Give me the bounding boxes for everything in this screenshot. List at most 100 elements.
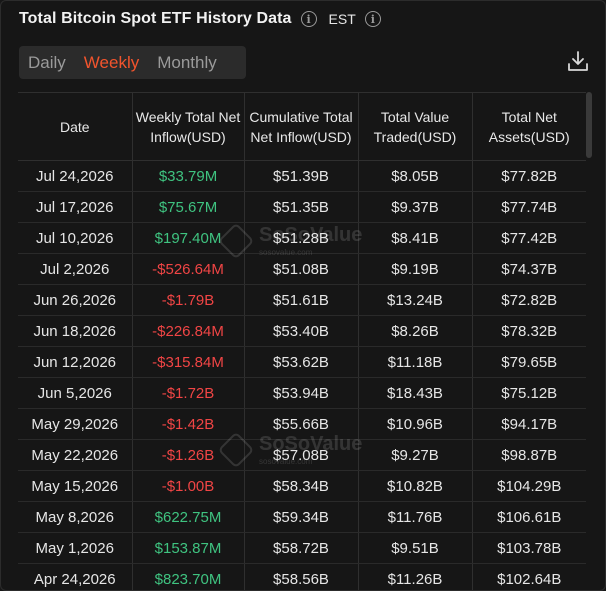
table-row[interactable]: Jun 26,2026 -$1.79B $51.61B $13.24B $72.82B [18,284,586,316]
cell-cumulative-inflow: $58.56B [243,563,358,590]
table-body: Jul 24,2026 $33.79M $51.39B $8.05B $77.82B Ju… [18,160,586,590]
download-icon[interactable] [566,49,590,73]
cell-weekly-inflow: $75.67M [131,191,244,223]
cell-value-traded: $11.26B [357,563,472,590]
cell-date: Jun 26,2026 [18,284,132,316]
cell-net-assets: $106.61B [471,501,586,533]
cell-value-traded: $11.76B [357,501,472,533]
cell-value-traded: $9.27B [357,439,472,471]
column-header-cumulative-inflow[interactable]: Cumulative Total Net Inflow(USD) [243,92,358,161]
cell-weekly-inflow: $153.87M [131,532,244,564]
cell-weekly-inflow: $197.40M [131,222,244,254]
timezone-label: EST [328,11,356,27]
cell-cumulative-inflow: $53.94B [243,377,358,409]
cell-net-assets: $74.37B [471,253,586,285]
period-tabs: Daily Weekly Monthly [19,46,246,79]
cell-date: May 8,2026 [18,501,132,533]
cell-date: May 1,2026 [18,532,132,564]
cell-net-assets: $79.65B [471,346,586,378]
table-header-row: Date Weekly Total Net Inflow(USD) Cumula… [18,92,586,161]
table-row[interactable]: Jul 10,2026 $197.40M $51.28B $8.41B $77.42B [18,222,586,254]
cell-cumulative-inflow: $55.66B [243,408,358,440]
cell-net-assets: $78.32B [471,315,586,347]
cell-weekly-inflow: $622.75M [131,501,244,533]
cell-date: May 22,2026 [18,439,132,471]
cell-weekly-inflow: -$1.72B [131,377,244,409]
cell-date: May 29,2026 [18,408,132,440]
cell-date: Jul 17,2026 [18,191,132,223]
table-row[interactable]: May 15,2026 -$1.00B $58.34B $10.82B $104.29B [18,470,586,502]
cell-value-traded: $10.96B [357,408,472,440]
cell-weekly-inflow: -$1.79B [131,284,244,316]
cell-net-assets: $98.87B [471,439,586,471]
cell-net-assets: $72.82B [471,284,586,316]
cell-cumulative-inflow: $59.34B [243,501,358,533]
timezone-info-icon[interactable]: i [364,11,381,27]
cell-weekly-inflow: -$226.84M [131,315,244,347]
table-row[interactable]: Jul 24,2026 $33.79M $51.39B $8.05B $77.82B [18,160,586,192]
cell-net-assets: $102.64B [471,563,586,590]
cell-weekly-inflow: -$1.00B [131,470,244,502]
table-row[interactable]: Apr 24,2026 $823.70M $58.56B $11.26B $102.64… [18,563,586,590]
table-row[interactable]: May 1,2026 $153.87M $58.72B $9.51B $103.78B [18,532,586,564]
cell-value-traded: $9.37B [357,191,472,223]
table-row[interactable]: Jul 2,2026 -$526.64M $51.08B $9.19B $74.37B [18,253,586,285]
cell-value-traded: $8.05B [357,160,472,192]
tab-daily[interactable]: Daily [28,52,66,72]
cell-value-traded: $18.43B [357,377,472,409]
cell-net-assets: $77.74B [471,191,586,223]
cell-cumulative-inflow: $53.40B [243,315,358,347]
cell-date: Jun 12,2026 [18,346,132,378]
tab-monthly[interactable]: Monthly [157,52,217,72]
cell-net-assets: $77.42B [471,222,586,254]
table-row[interactable]: May 22,2026 -$1.26B $57.08B $9.27B $98.87B [18,439,586,471]
cell-net-assets: $103.78B [471,532,586,564]
cell-net-assets: $77.82B [471,160,586,192]
cell-weekly-inflow: $33.79M [131,160,244,192]
panel-header: Total Bitcoin Spot ETF History Data i ES… [19,8,381,30]
cell-value-traded: $9.51B [357,532,472,564]
cell-cumulative-inflow: $57.08B [243,439,358,471]
cell-cumulative-inflow: $51.39B [243,160,358,192]
table-row[interactable]: Jun 5,2026 -$1.72B $53.94B $18.43B $75.12B [18,377,586,409]
table-row[interactable]: Jul 17,2026 $75.67M $51.35B $9.37B $77.74B [18,191,586,223]
cell-value-traded: $13.24B [357,284,472,316]
column-header-weekly-inflow[interactable]: Weekly Total Net Inflow(USD) [131,92,244,161]
column-header-value-traded[interactable]: Total Value Traded(USD) [357,92,472,161]
cell-cumulative-inflow: $58.34B [243,470,358,502]
cell-date: Jul 24,2026 [18,160,132,192]
cell-date: May 15,2026 [18,470,132,502]
cell-cumulative-inflow: $51.28B [243,222,358,254]
cell-net-assets: $75.12B [471,377,586,409]
cell-value-traded: $8.41B [357,222,472,254]
table-row[interactable]: Jun 18,2026 -$226.84M $53.40B $8.26B $78.32B [18,315,586,347]
cell-weekly-inflow: $823.70M [131,563,244,590]
info-icon[interactable]: i [300,11,317,27]
cell-date: Jun 18,2026 [18,315,132,347]
cell-date: Apr 24,2026 [18,563,132,590]
tab-weekly[interactable]: Weekly [83,52,140,72]
cell-value-traded: $9.19B [357,253,472,285]
cell-weekly-inflow: -$1.26B [131,439,244,471]
cell-value-traded: $10.82B [357,470,472,502]
cell-date: Jun 5,2026 [18,377,132,409]
table-row[interactable]: Jun 12,2026 -$315.84M $53.62B $11.18B $79.65… [18,346,586,378]
cell-cumulative-inflow: $53.62B [243,346,358,378]
cell-value-traded: $8.26B [357,315,472,347]
column-header-date[interactable]: Date [18,92,132,161]
cell-cumulative-inflow: $51.35B [243,191,358,223]
cell-value-traded: $11.18B [357,346,472,378]
cell-date: Jul 10,2026 [18,222,132,254]
table-row[interactable]: May 29,2026 -$1.42B $55.66B $10.96B $94.17B [18,408,586,440]
scrollbar-thumb[interactable] [586,92,592,158]
cell-cumulative-inflow: $51.61B [243,284,358,316]
history-table: Date Weekly Total Net Inflow(USD) Cumula… [18,92,586,590]
cell-cumulative-inflow: $58.72B [243,532,358,564]
cell-weekly-inflow: -$1.42B [131,408,244,440]
column-header-net-assets[interactable]: Total Net Assets(USD) [471,92,586,161]
cell-weekly-inflow: -$526.64M [131,253,244,285]
table-row[interactable]: May 8,2026 $622.75M $59.34B $11.76B $106.61B [18,501,586,533]
cell-net-assets: $104.29B [471,470,586,502]
cell-net-assets: $94.17B [471,408,586,440]
